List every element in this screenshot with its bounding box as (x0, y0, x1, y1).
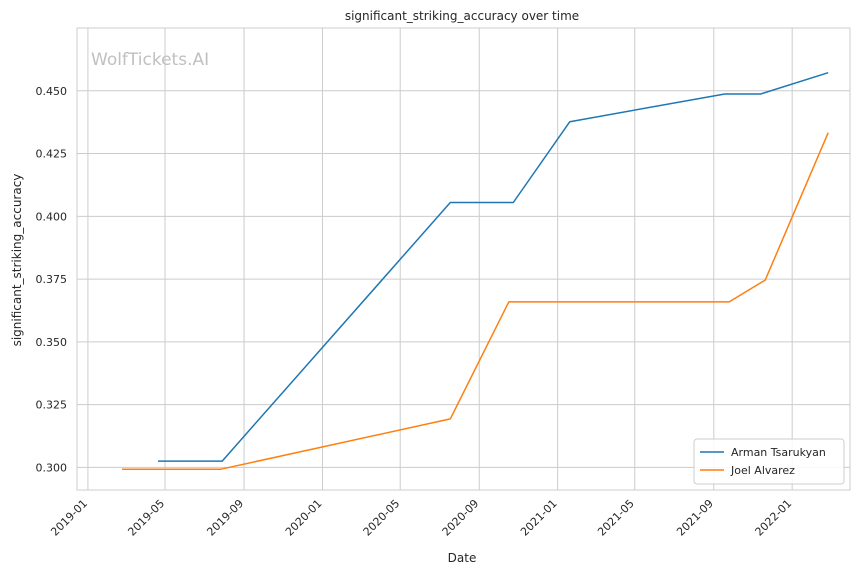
x-tick-label: 2020-09 (440, 497, 482, 539)
y-tick-label: 0.425 (36, 148, 68, 161)
series-line-1 (122, 132, 829, 470)
chart-title: significant_striking_accuracy over time (345, 9, 579, 23)
x-tick-label: 2022-01 (753, 497, 795, 539)
y-axis-title: significant_striking_accuracy (10, 174, 24, 347)
plot-area: WolfTickets.AI (76, 27, 851, 491)
y-tick-label: 0.400 (36, 210, 68, 223)
x-tick-label: 2019-01 (48, 497, 90, 539)
y-tick-label: 0.375 (36, 273, 68, 286)
series-line-0 (158, 71, 829, 462)
x-tick-label: 2021-05 (595, 497, 637, 539)
plot-frame (76, 27, 851, 491)
x-tick-label: 2019-09 (204, 497, 246, 539)
legend-label: Arman Tsarukyan (731, 446, 826, 459)
y-tick-label: 0.300 (36, 461, 68, 474)
y-tick-label: 0.450 (36, 85, 68, 98)
series-lines (122, 71, 829, 470)
x-axis-title: Date (448, 551, 477, 565)
y-tick-label: 0.325 (36, 399, 68, 412)
x-tick-label: 2021-01 (518, 497, 560, 539)
legend-label: Joel Alvarez (730, 464, 795, 477)
y-tick-label: 0.350 (36, 336, 68, 349)
x-tick-label: 2020-05 (361, 497, 403, 539)
x-tick-label: 2020-01 (283, 497, 325, 539)
grid-lines (77, 28, 850, 490)
legend: Arman Tsarukyan Joel Alvarez (693, 438, 845, 485)
x-tick-label: 2021-09 (674, 497, 716, 539)
x-axis-ticks: 2019-01 2019-05 2019-09 2020-01 2020-05 2020-… (48, 497, 794, 539)
x-tick-label: 2019-05 (125, 497, 167, 539)
legend-box (693, 438, 845, 485)
watermark: WolfTickets.AI (91, 50, 209, 70)
y-axis-ticks: 0.300 0.325 0.350 0.375 0.400 0.425 0.450 (36, 85, 68, 475)
